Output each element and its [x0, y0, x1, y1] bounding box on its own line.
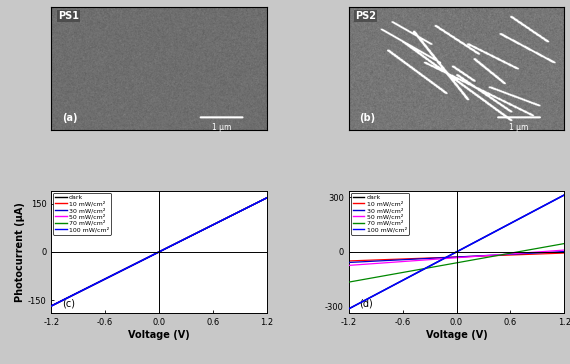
Legend: dark, 10 mW/cm², 30 mW/cm², 50 mW/cm², 70 mW/cm², 100 mW/cm²: dark, 10 mW/cm², 30 mW/cm², 50 mW/cm², 7… — [351, 193, 409, 234]
Legend: dark, 10 mW/cm², 30 mW/cm², 50 mW/cm², 70 mW/cm², 100 mW/cm²: dark, 10 mW/cm², 30 mW/cm², 50 mW/cm², 7… — [53, 193, 111, 234]
X-axis label: Voltage (V): Voltage (V) — [128, 330, 190, 340]
Text: (d): (d) — [360, 298, 373, 308]
Y-axis label: Photocurrent (μA): Photocurrent (μA) — [15, 202, 25, 302]
Text: (b): (b) — [360, 114, 376, 123]
Text: PS1: PS1 — [58, 11, 79, 21]
Text: 1 μm: 1 μm — [212, 123, 231, 132]
Text: (c): (c) — [62, 298, 75, 308]
Text: PS2: PS2 — [355, 11, 376, 21]
X-axis label: Voltage (V): Voltage (V) — [426, 330, 487, 340]
Text: 1 μm: 1 μm — [510, 123, 529, 132]
Text: (a): (a) — [62, 114, 78, 123]
